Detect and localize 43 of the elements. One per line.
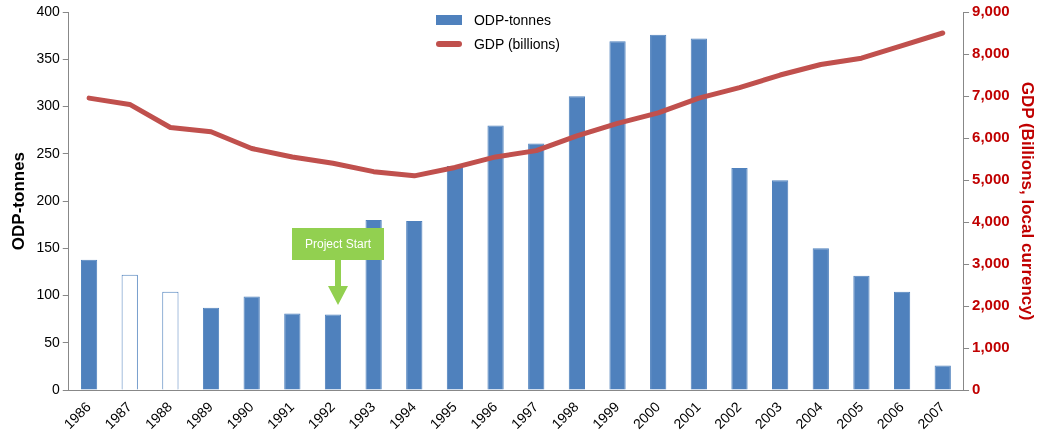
bar (568, 96, 586, 390)
y2-tick-label: 9,000 (972, 2, 1010, 20)
y-tick-label: 50 (44, 333, 60, 350)
y-tick-label: 200 (36, 191, 60, 208)
y2-tick-label: 5,000 (972, 170, 1010, 188)
legend-label: ODP-tonnes (473, 12, 551, 28)
bar (202, 307, 220, 390)
y2-tick-label: 1,000 (972, 338, 1010, 356)
y2-tick-label: 2,000 (972, 296, 1010, 314)
y2-tick-label: 0 (972, 380, 981, 398)
bar (650, 34, 667, 390)
legend-label: GDP (billions) (473, 36, 561, 52)
y-tick-label: 400 (36, 2, 60, 19)
bar (853, 275, 870, 390)
y2-tick-label: 3,000 (972, 254, 1010, 272)
bar (528, 143, 545, 390)
bar (609, 41, 626, 390)
bar (243, 296, 260, 390)
y2-tick-label: 4,000 (972, 212, 1010, 230)
y-tick-label: 0 (51, 380, 60, 397)
bar (772, 180, 789, 390)
y-tick-label: 350 (36, 50, 60, 67)
bar (812, 248, 829, 390)
bar (731, 167, 748, 390)
bar (690, 38, 707, 390)
y2-tick-label: 8,000 (972, 44, 1010, 62)
bar (934, 365, 951, 390)
y-tick-label: 100 (36, 286, 60, 303)
y-tick-label: 250 (36, 144, 60, 161)
y2-tick-label: 7,000 (972, 86, 1010, 104)
bar (80, 259, 98, 390)
annotation: Project Start (292, 228, 384, 260)
bar (284, 313, 301, 390)
y-axis-title: ODP-tonnes (8, 151, 28, 251)
bar (893, 291, 911, 390)
y2-tick-label: 6,000 (972, 128, 1010, 146)
y-tick-label: 300 (36, 97, 60, 114)
y-tick-label: 150 (36, 239, 60, 256)
bar (487, 125, 504, 390)
bar (446, 166, 464, 390)
y2-axis-title: GDP (Billions, local currency) (1018, 81, 1038, 321)
bar (406, 220, 423, 390)
bar (324, 314, 342, 390)
